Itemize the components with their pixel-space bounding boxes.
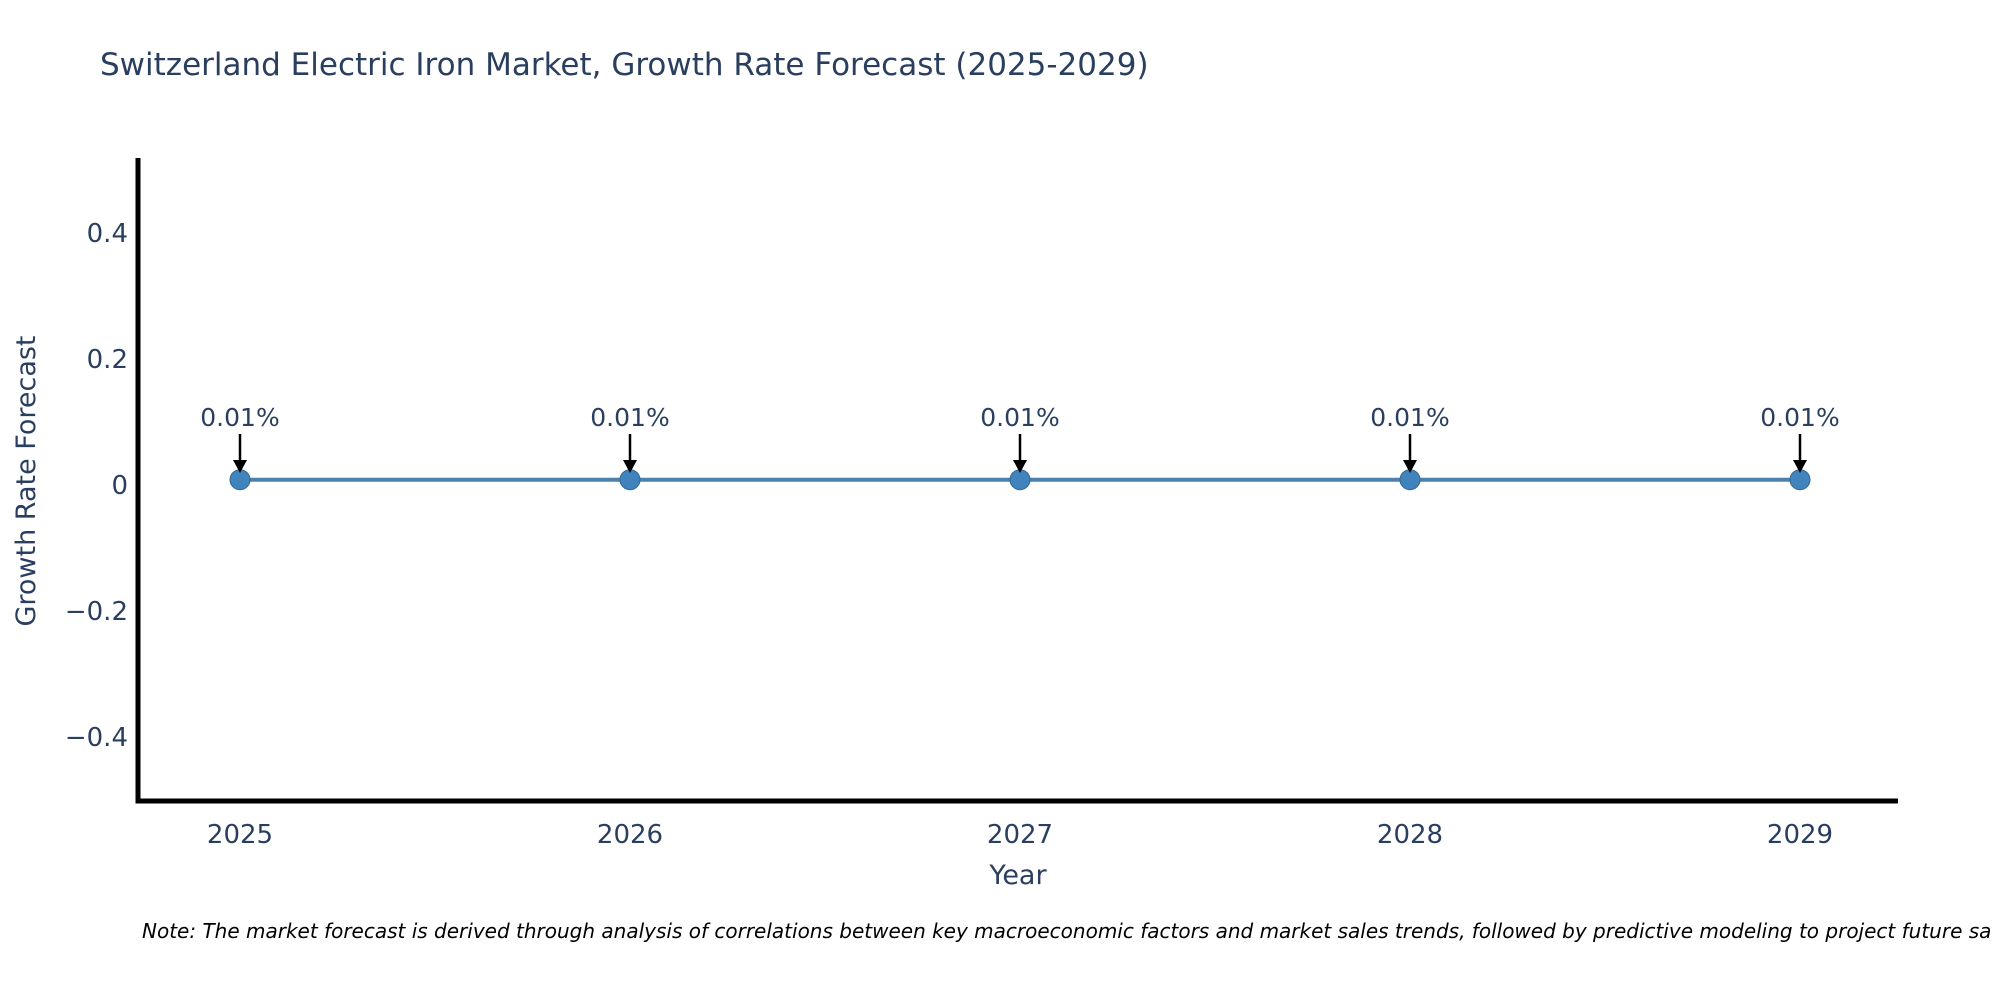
x-axis-title: Year — [989, 860, 1047, 891]
footnote: Note: The market forecast is derived thr… — [142, 919, 1992, 943]
y-axis-title: Growth Rate Forecast — [11, 335, 42, 627]
y-tick-label: −0.2 — [64, 597, 128, 627]
point-value-label: 0.01% — [200, 403, 280, 432]
annotation-arrow-head — [1403, 460, 1417, 473]
x-tick-label: 2028 — [1376, 820, 1444, 850]
x-tick-label: 2026 — [596, 820, 664, 850]
annotation-arrow-head — [233, 460, 247, 473]
annotation-arrow-head — [1013, 460, 1027, 473]
y-tick-label: 0.4 — [86, 219, 128, 249]
x-tick-label: 2029 — [1766, 820, 1834, 850]
point-value-label: 0.01% — [980, 403, 1060, 432]
annotation-arrow-head — [1793, 460, 1807, 473]
point-value-label: 0.01% — [1370, 403, 1450, 432]
point-value-label: 0.01% — [590, 403, 670, 432]
y-tick-label: 0.2 — [86, 345, 128, 375]
y-tick-label: −0.4 — [64, 723, 128, 753]
x-tick-label: 2027 — [986, 820, 1054, 850]
point-value-label: 0.01% — [1760, 403, 1840, 432]
y-tick-label: 0 — [111, 471, 128, 501]
x-tick-label: 2025 — [206, 820, 274, 850]
chart-title: Switzerland Electric Iron Market, Growth… — [100, 47, 1149, 83]
annotation-arrow-head — [623, 460, 637, 473]
